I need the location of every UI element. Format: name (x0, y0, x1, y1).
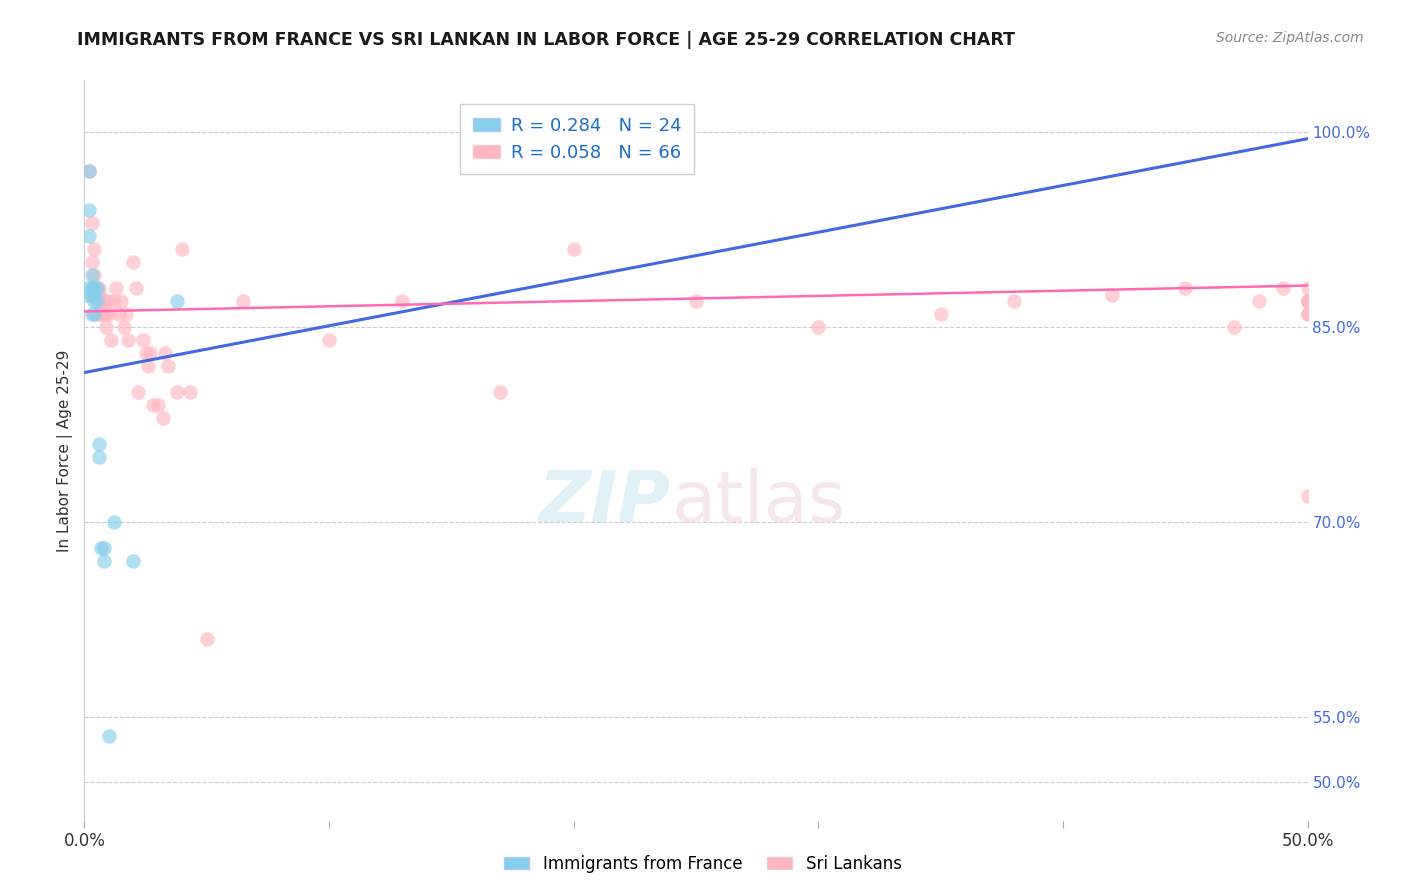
Point (1002, 294, 1025, 309)
Point (1223, 320, 1246, 334)
Point (166, 294, 188, 309)
Point (90, 294, 112, 309)
Point (112, 320, 135, 334)
Text: IMMIGRANTS FROM FRANCE VS SRI LANKAN IN LABOR FORCE | AGE 25-29 CORRELATION CHAR: IMMIGRANTS FROM FRANCE VS SRI LANKAN IN … (77, 31, 1015, 49)
Point (105, 281, 128, 295)
Point (1296, 281, 1319, 295)
Point (86, 287, 108, 301)
Point (80, 268, 103, 282)
Point (1272, 281, 1295, 295)
Point (77, 229, 100, 244)
Point (807, 320, 830, 334)
Legend: R = 0.284   N = 24, R = 0.058   N = 66: R = 0.284 N = 24, R = 0.058 N = 66 (460, 104, 695, 175)
Point (152, 411, 174, 425)
Point (1296, 294, 1319, 309)
Point (86, 294, 108, 309)
Legend: Immigrants from France, Sri Lankans: Immigrants from France, Sri Lankans (498, 848, 908, 880)
Point (107, 307, 129, 321)
Point (96, 307, 118, 321)
Point (76, 281, 98, 295)
Point (122, 554, 145, 568)
Point (86, 281, 108, 295)
Point (562, 242, 585, 256)
Point (125, 281, 148, 295)
Y-axis label: In Labor Force | Age 25-29: In Labor Force | Age 25-29 (58, 350, 73, 551)
Point (93, 541, 115, 555)
Point (232, 294, 254, 309)
Point (87, 281, 110, 295)
Point (1296, 307, 1319, 321)
Point (87, 450, 110, 464)
Point (156, 359, 179, 373)
Point (142, 398, 165, 412)
Point (127, 384, 149, 399)
Point (80, 307, 103, 321)
Point (1101, 287, 1123, 301)
Point (929, 307, 952, 321)
Point (87, 294, 110, 309)
Text: Source: ZipAtlas.com: Source: ZipAtlas.com (1216, 31, 1364, 45)
Point (122, 255, 145, 269)
Point (103, 515, 125, 529)
Point (86, 307, 108, 321)
Point (93, 307, 115, 321)
Point (83, 287, 105, 301)
Point (77, 164, 100, 178)
Text: ZIP: ZIP (540, 467, 672, 537)
Point (1296, 294, 1319, 309)
Point (83, 281, 105, 295)
Point (83, 268, 105, 282)
Point (93, 554, 115, 568)
Point (90, 541, 112, 555)
Point (83, 307, 105, 321)
Point (1296, 489, 1319, 503)
Point (93, 294, 115, 309)
Point (83, 287, 105, 301)
Point (76, 287, 98, 301)
Point (90, 307, 112, 321)
Point (139, 346, 162, 360)
Point (83, 242, 105, 256)
Point (685, 294, 707, 309)
Point (80, 281, 103, 295)
Point (110, 294, 132, 309)
Point (97, 729, 120, 743)
Point (489, 384, 512, 399)
Point (117, 333, 139, 347)
Point (115, 307, 138, 321)
Point (96, 320, 118, 334)
Point (1296, 307, 1319, 321)
Point (97, 294, 120, 309)
Point (100, 333, 122, 347)
Point (103, 294, 125, 309)
Point (87, 287, 110, 301)
Point (166, 384, 188, 399)
Point (1296, 294, 1319, 309)
Point (172, 242, 194, 256)
Point (179, 384, 201, 399)
Point (146, 398, 169, 412)
Point (97, 307, 120, 321)
Point (135, 346, 157, 360)
Point (83, 281, 105, 295)
Point (83, 294, 105, 309)
Point (80, 287, 103, 301)
Point (80, 255, 103, 269)
Point (1174, 281, 1197, 295)
Point (195, 632, 218, 646)
Point (86, 281, 108, 295)
Point (153, 346, 176, 360)
Point (391, 294, 413, 309)
Point (136, 359, 159, 373)
Point (77, 203, 100, 218)
Point (77, 164, 100, 178)
Point (132, 333, 155, 347)
Text: atlas: atlas (672, 467, 846, 537)
Point (318, 333, 340, 347)
Point (80, 216, 103, 230)
Point (1247, 294, 1270, 309)
Point (87, 437, 110, 451)
